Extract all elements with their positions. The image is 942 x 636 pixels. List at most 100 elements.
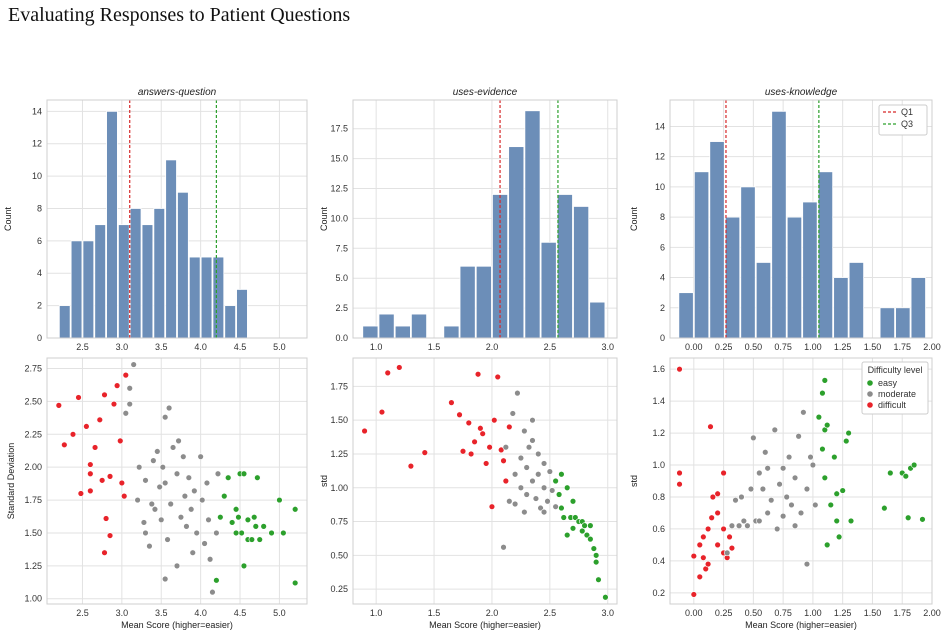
histogram-bar [459,265,476,339]
scatter-point-easy [887,469,894,477]
x-tick-label: 1.25 [834,608,852,618]
scatter-point-easy [555,491,563,498]
histogram-bar [724,216,741,339]
histogram-bar [394,325,411,339]
x-tick-label: 0.75 [774,342,792,350]
x-tick-label: 1.50 [864,608,882,618]
scatter-point-difficult [714,541,721,549]
scatter-point-moderate [773,525,781,533]
scatter-point-moderate [535,471,542,478]
histogram-bar [524,110,541,339]
x-tick-label: 1.50 [864,342,882,350]
y-tick-label: 15.0 [330,154,348,164]
scatter-point-easy [587,535,594,543]
scatter-point-easy [252,523,259,530]
y-tick-label: 2 [37,301,42,311]
scatter-uses-knowledge: 0.00 0.25 0.50 0.75 1.00 1.25 1.50 1.75 2.00 0.2 0… [629,357,941,630]
scatter-point-easy [904,514,912,521]
legend-label: easy [878,378,898,388]
histogram-bar [410,313,428,339]
y-tick-label: 2.25 [24,429,42,439]
y-tick-label: 0.25 [330,584,348,594]
scatter-point-easy [217,513,224,521]
scatter-answers-question: 2.5 3.0 3.5 4.0 4.5 5.0 1.00 1.25 1.50 1.75 2.00 2.… [6,357,308,630]
scatter-point-difficult [488,503,496,510]
y-tick-label: 2.50 [24,396,42,406]
scatter-point-difficult [506,423,513,431]
y-tick-label: 0.75 [330,517,348,527]
x-tick-label: 3.5 [155,342,168,350]
scatter-point-moderate [150,457,157,464]
x-tick-label: 2.0 [486,608,499,618]
histogram-bar [188,256,201,339]
scatter-point-moderate [209,588,216,596]
scatter-point-easy [835,533,843,541]
histogram-bar [573,206,590,339]
y-tick-label: 12.5 [330,184,348,194]
y-tick-label: 1.00 [330,483,348,493]
scatter-point-difficult [448,399,455,406]
scatter-point-difficult [106,473,114,480]
y-tick-label: 0.6 [652,524,665,534]
scatter-point-easy [251,513,258,521]
x-tick-label: 1.75 [893,342,911,350]
histogram-bar [771,110,787,339]
chart-title: uses-evidence [453,87,518,98]
histogram-bar [589,301,606,339]
legend-label: moderate [878,389,916,399]
scatter-point-difficult [378,408,386,416]
scatter-point-easy [248,536,256,543]
histogram-bar [848,262,865,339]
y-tick-label: 5.0 [335,273,348,283]
scatter-point-moderate [809,461,817,469]
scatter-point-easy [232,506,240,513]
scatter-point-easy [590,545,598,552]
x-tick-label: 3.5 [155,608,168,618]
scatter-point-moderate [735,522,743,529]
scatter-point-moderate [812,501,819,509]
histogram-uses-knowledge: 0.00 0.25 0.50 0.75 1.00 1.25 1.50 1.75 2.00 0 2 4 6… [629,87,941,350]
x-tick-label: 1.00 [804,342,822,350]
histogram-bar [443,325,460,339]
page-title: Evaluating Responses to Patient Question… [8,4,351,26]
x-tick-label: 1.25 [834,342,852,350]
x-tick-label: 3.0 [601,342,614,350]
scatter-point-moderate [756,517,763,525]
scatter-point-easy [244,516,252,524]
x-tick-label: 1.75 [893,608,911,618]
scatter-point-easy [592,552,600,559]
x-tick-label: 1.0 [370,608,383,618]
histogram-bar [556,194,573,339]
histogram-bar [475,265,492,339]
scatter-point-difficult [407,462,415,470]
scatter-point-easy [291,579,299,587]
histogram-bar [141,224,154,339]
x-tick-label: 2.5 [76,342,89,350]
scatter-point-moderate [747,485,755,493]
scatter-point-moderate [511,500,519,508]
scatter-point-moderate [738,493,745,501]
scatter-point-moderate [146,542,153,550]
histogram-bar [802,201,818,339]
legend-label: Q3 [901,119,913,129]
scatter-point-difficult [676,480,683,488]
scatter-point-difficult [87,487,94,495]
histogram-bar [693,171,710,339]
scatter-point-difficult [101,391,108,399]
scatter-point-moderate [201,540,208,547]
x-tick-label: 3.0 [116,608,129,618]
scatter-point-moderate [122,410,129,417]
y-tick-label: 1.25 [24,561,42,571]
scatter-point-difficult [696,541,703,549]
x-tick-label: 3.0 [601,608,614,618]
y-tick-label: 0 [660,333,665,343]
scatter-point-difficult [98,477,106,484]
y-axis-label: Count [629,207,639,232]
scatter-point-difficult [714,509,721,517]
histogram-bar [58,305,71,339]
chart-title: uses-knowledge [765,87,838,98]
scatter-point-easy [280,529,287,537]
x-tick-label: 2.00 [923,608,941,618]
scatter-point-moderate [544,498,551,505]
histogram-bar [70,240,83,339]
